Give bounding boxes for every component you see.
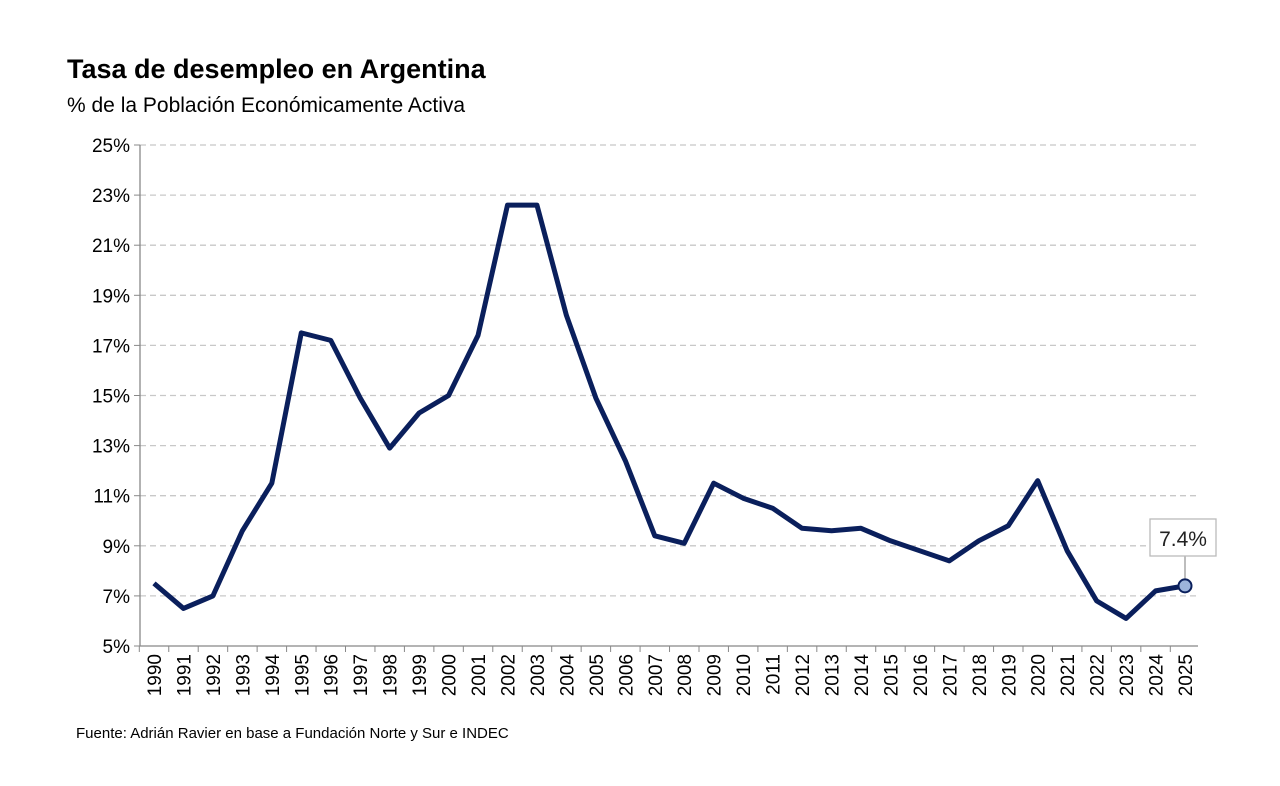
annotation-label: 7.4% — [1159, 528, 1207, 551]
x-tick-label: 2004 — [557, 654, 578, 697]
y-tick-label: 15% — [92, 387, 130, 408]
x-tick-label: 2010 — [734, 654, 755, 696]
y-tick-label: 5% — [103, 637, 131, 658]
x-tick-label: 2022 — [1088, 654, 1109, 696]
y-tick-label: 9% — [103, 537, 131, 558]
x-tick-label: 1995 — [292, 654, 313, 696]
y-tick-label: 21% — [92, 236, 130, 257]
x-tick-label: 1994 — [263, 654, 284, 697]
x-tick-label: 2024 — [1147, 654, 1168, 697]
x-tick-label: 1990 — [145, 654, 166, 696]
x-tick-label: 2011 — [764, 654, 785, 695]
series-line — [152, 202, 1186, 621]
y-tick-label: 7% — [103, 587, 131, 608]
y-tick-label: 25% — [92, 136, 130, 157]
x-tick-label: 1998 — [381, 654, 402, 696]
x-tick-label: 2002 — [498, 654, 519, 696]
x-tick-label: 1996 — [322, 654, 343, 696]
x-tick-label: 1993 — [233, 654, 254, 696]
x-tick-label: 2021 — [1058, 654, 1079, 696]
x-tick-label: 2000 — [440, 654, 461, 696]
x-tick-label: 2001 — [469, 654, 490, 696]
x-tick-label: 2005 — [587, 654, 608, 696]
chart-subtitle: % de la Población Económicamente Activa — [67, 94, 466, 117]
x-tick-label: 2014 — [852, 654, 873, 697]
x-tick-label: 2025 — [1176, 654, 1197, 696]
x-tick-label: 1991 — [174, 654, 195, 696]
y-tick-label: 13% — [92, 437, 130, 458]
chart-title: Tasa de desempleo en Argentina — [67, 54, 486, 84]
x-tick-label: 2009 — [705, 654, 726, 696]
chart-source: Fuente: Adrián Ravier en base a Fundació… — [76, 725, 509, 742]
y-tick-label: 23% — [92, 186, 130, 207]
x-tick-label: 2020 — [1029, 654, 1050, 696]
x-tick-label: 1992 — [204, 654, 225, 696]
x-tick-label: 1997 — [351, 654, 372, 696]
x-tick-label: 2013 — [823, 654, 844, 696]
x-tick-label: 2007 — [646, 654, 667, 696]
y-tick-label: 19% — [92, 286, 130, 307]
y-tick-label: 11% — [93, 487, 130, 508]
x-tick-label: 2003 — [528, 654, 549, 696]
x-tick-label: 2019 — [999, 654, 1020, 696]
x-tick-label: 2008 — [675, 654, 696, 696]
x-tick-label: 2017 — [940, 654, 961, 696]
x-tick-label: 1999 — [410, 654, 431, 696]
x-tick-label: 2023 — [1117, 654, 1138, 696]
x-tick-label: 2015 — [881, 654, 902, 696]
y-tick-label: 17% — [92, 336, 130, 357]
x-tick-label: 2006 — [616, 654, 637, 696]
annotation-marker — [1177, 578, 1193, 594]
x-tick-label: 2016 — [911, 654, 932, 696]
x-tick-label: 2012 — [793, 654, 814, 696]
annotation-box — [1149, 518, 1217, 557]
x-tick-label: 2018 — [970, 654, 991, 696]
